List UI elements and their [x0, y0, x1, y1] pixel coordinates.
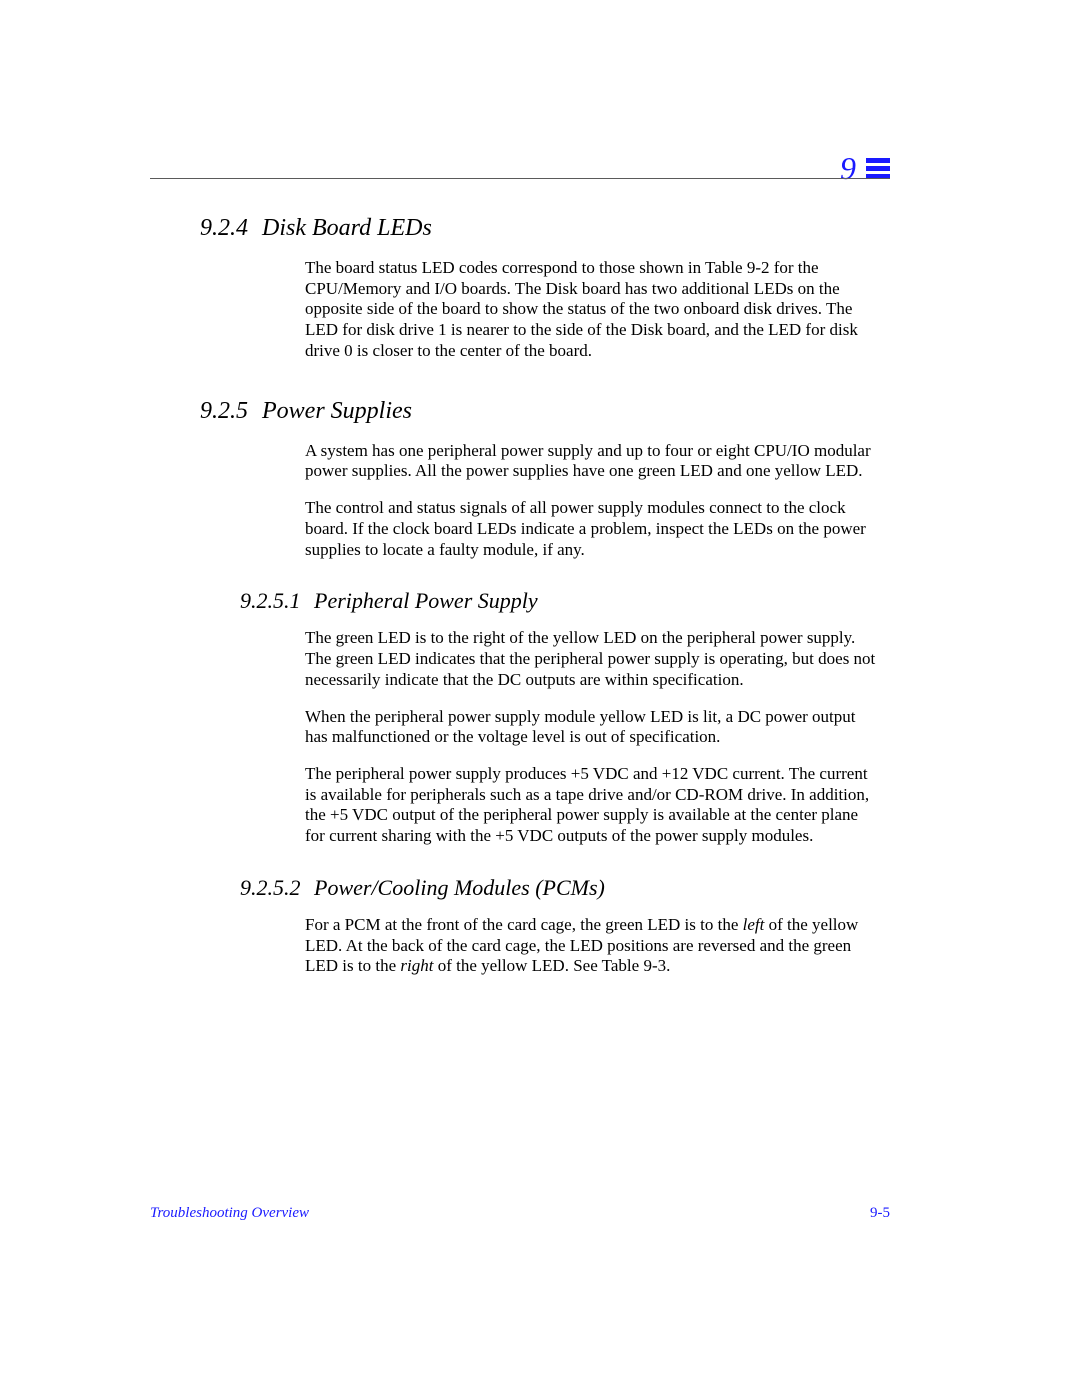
subsection-title: Peripheral Power Supply — [314, 588, 538, 614]
paragraph: When the peripheral power supply module … — [305, 707, 880, 748]
section-title: Disk Board LEDs — [262, 215, 432, 242]
subsection-number: 9.2.5.2 — [240, 875, 314, 901]
subsection-title: Power/Cooling Modules (PCMs) — [314, 875, 605, 901]
paragraph: The control and status signals of all po… — [305, 498, 880, 560]
page-number: 9-5 — [870, 1205, 890, 1222]
section-number: 9.2.4 — [200, 215, 262, 242]
chapter-header: 9 — [840, 150, 890, 187]
section-heading: 9.2.5 Power Supplies — [200, 398, 880, 425]
section-number: 9.2.5 — [200, 398, 262, 425]
paragraph: The peripheral power supply produces +5 … — [305, 764, 880, 847]
section-title: Power Supplies — [262, 398, 412, 425]
paragraph: A system has one peripheral power supply… — [305, 441, 880, 482]
subsection-heading: 9.2.5.1 Peripheral Power Supply — [240, 588, 880, 614]
section-disk-board-leds: 9.2.4 Disk Board LEDs The board status L… — [200, 215, 880, 362]
paragraph: The green LED is to the right of the yel… — [305, 628, 880, 690]
chapter-bars-icon — [866, 158, 890, 179]
subsection-heading: 9.2.5.2 Power/Cooling Modules (PCMs) — [240, 875, 880, 901]
chapter-number: 9 — [840, 150, 856, 187]
page: 9 9.2.4 Disk Board LEDs The board status… — [0, 0, 1080, 1397]
footer-chapter-title: Troubleshooting Overview — [150, 1205, 309, 1222]
header-rule — [150, 178, 890, 179]
page-content: 9.2.4 Disk Board LEDs The board status L… — [200, 215, 880, 993]
page-footer: Troubleshooting Overview 9-5 — [150, 1205, 890, 1222]
subsection-number: 9.2.5.1 — [240, 588, 314, 614]
paragraph: For a PCM at the front of the card cage,… — [305, 915, 880, 977]
paragraph: The board status LED codes correspond to… — [305, 258, 880, 362]
section-power-supplies: 9.2.5 Power Supplies A system has one pe… — [200, 398, 880, 977]
section-heading: 9.2.4 Disk Board LEDs — [200, 215, 880, 242]
